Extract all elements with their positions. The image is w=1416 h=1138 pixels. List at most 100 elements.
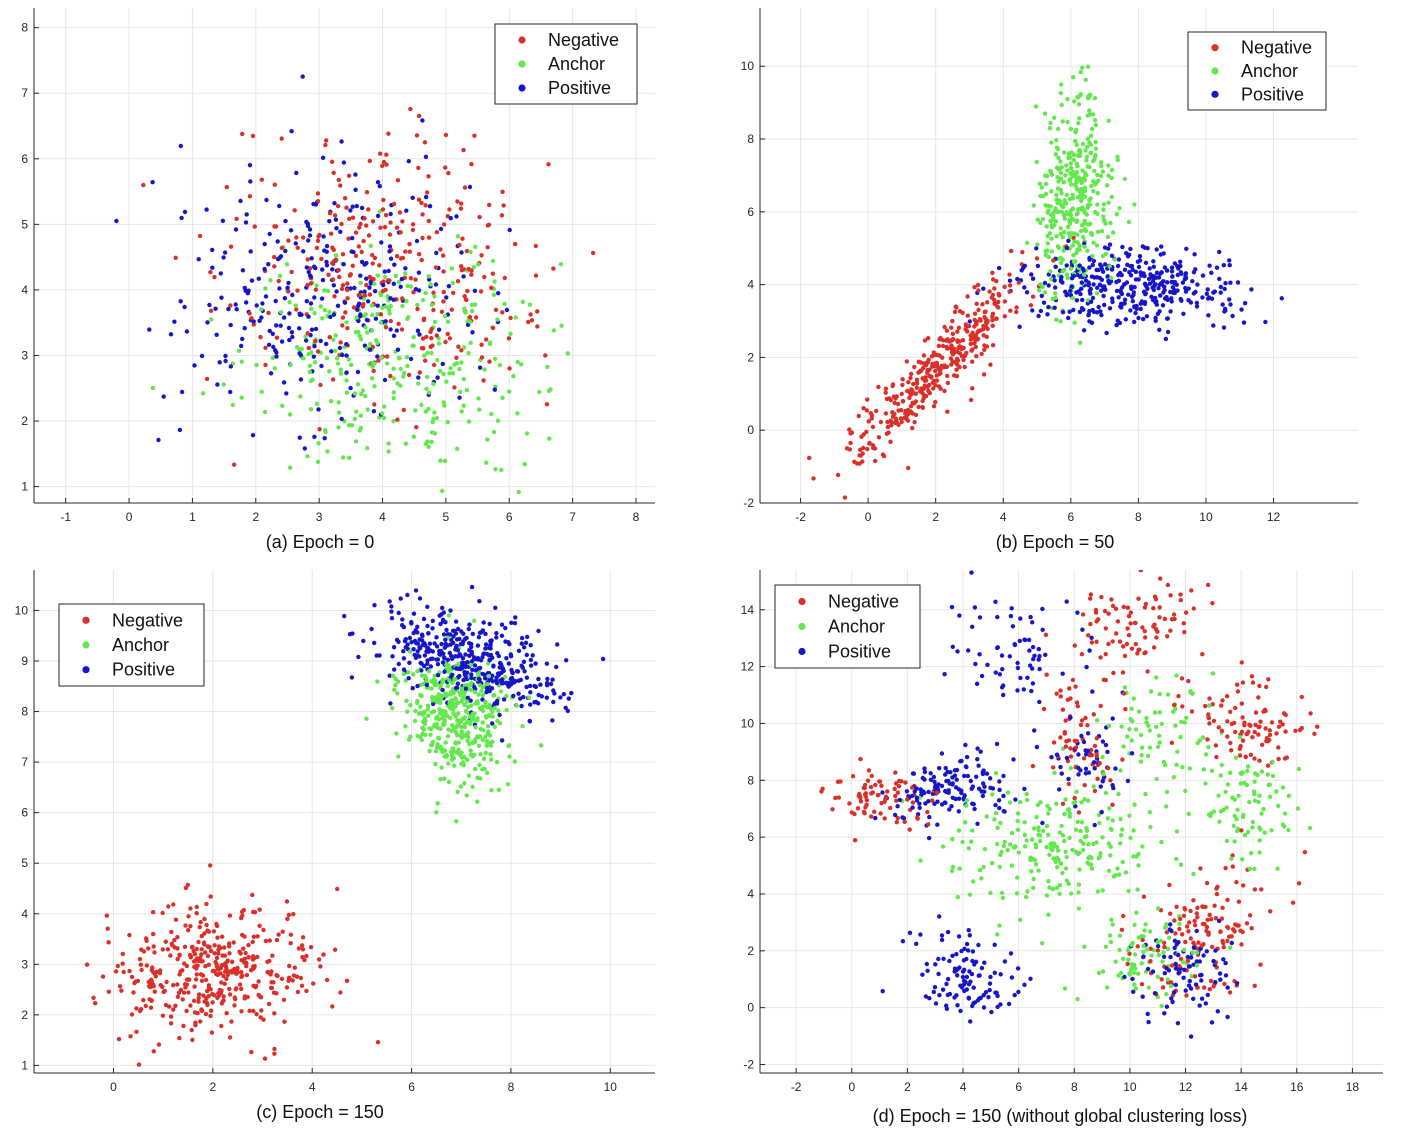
y-tick-label: 2	[747, 944, 754, 958]
point-negative	[255, 934, 260, 939]
point-negative	[1094, 619, 1099, 624]
point-positive	[401, 649, 406, 654]
point-positive	[332, 201, 337, 206]
point-positive	[286, 325, 292, 331]
point-negative	[1240, 738, 1246, 743]
point-positive	[302, 446, 307, 451]
point-positive	[1077, 263, 1082, 268]
point-negative	[344, 978, 350, 983]
point-positive	[308, 274, 313, 279]
point-anchor	[466, 419, 472, 424]
point-anchor	[488, 757, 494, 762]
point-negative	[1208, 978, 1214, 984]
point-negative	[895, 790, 901, 795]
point-positive	[1228, 302, 1233, 307]
point-anchor	[1173, 723, 1178, 728]
point-anchor	[982, 846, 988, 852]
point-negative	[357, 293, 362, 298]
point-positive	[453, 644, 459, 650]
point-positive	[1030, 308, 1035, 313]
point-anchor	[1148, 824, 1153, 830]
point-positive	[1162, 287, 1167, 293]
point-positive	[184, 329, 190, 334]
point-anchor	[997, 864, 1002, 870]
point-negative	[221, 994, 226, 999]
point-anchor	[1147, 810, 1153, 815]
point-positive	[1001, 793, 1006, 799]
point-anchor	[455, 718, 460, 723]
point-positive	[1022, 637, 1028, 643]
scatter-points	[819, 570, 1320, 1039]
point-positive	[333, 217, 339, 222]
point-positive	[1217, 971, 1223, 976]
point-positive	[1162, 265, 1168, 270]
point-positive	[933, 1001, 939, 1006]
point-positive	[494, 635, 499, 640]
point-negative	[184, 977, 190, 982]
point-anchor	[435, 801, 440, 806]
point-anchor	[382, 404, 387, 409]
point-anchor	[395, 381, 400, 386]
point-negative	[1121, 691, 1127, 696]
point-negative	[1072, 643, 1078, 648]
point-positive	[1125, 262, 1130, 267]
point-negative	[1181, 913, 1187, 918]
point-negative	[926, 336, 931, 341]
point-negative	[890, 383, 895, 389]
point-positive	[1115, 318, 1121, 323]
point-negative	[186, 914, 191, 919]
point-anchor	[524, 431, 530, 436]
point-positive	[982, 789, 987, 794]
point-anchor	[328, 399, 334, 404]
point-negative	[332, 213, 338, 218]
point-positive	[970, 624, 975, 629]
point-negative	[1211, 984, 1216, 989]
point-positive	[504, 656, 509, 661]
point-anchor	[464, 388, 470, 393]
point-anchor	[469, 680, 474, 686]
point-negative	[1129, 646, 1135, 651]
point-anchor	[422, 709, 427, 714]
point-anchor	[1070, 243, 1076, 248]
point-positive	[472, 663, 478, 668]
point-negative	[1125, 626, 1130, 631]
point-negative	[858, 799, 864, 804]
point-positive	[967, 969, 972, 974]
point-positive	[459, 250, 464, 255]
point-anchor	[1050, 296, 1055, 302]
point-positive	[444, 627, 449, 633]
point-anchor	[450, 371, 456, 376]
point-positive	[342, 613, 347, 619]
point-anchor	[444, 379, 449, 384]
point-anchor	[437, 368, 443, 374]
point-negative	[830, 807, 835, 812]
point-positive	[994, 741, 1000, 747]
point-positive	[1135, 259, 1141, 264]
point-anchor	[1082, 244, 1087, 249]
point-positive	[359, 205, 365, 211]
point-positive	[468, 698, 473, 703]
point-positive	[944, 1003, 949, 1008]
point-positive	[1209, 296, 1215, 301]
point-anchor	[1046, 832, 1051, 837]
point-negative	[1207, 696, 1212, 701]
point-anchor	[411, 434, 416, 439]
point-anchor	[461, 403, 466, 408]
point-anchor	[1201, 767, 1207, 772]
point-positive	[1164, 1004, 1170, 1009]
point-negative	[1060, 801, 1066, 806]
point-anchor	[387, 311, 392, 316]
point-negative	[400, 255, 406, 261]
point-positive	[1085, 731, 1091, 736]
point-positive	[1079, 280, 1085, 285]
point-anchor	[484, 770, 490, 776]
point-negative	[242, 956, 247, 961]
point-positive	[1125, 778, 1131, 784]
point-positive	[233, 302, 238, 307]
point-negative	[1241, 883, 1246, 888]
point-anchor	[1232, 813, 1237, 819]
point-anchor	[1049, 236, 1054, 241]
point-anchor	[487, 713, 492, 718]
point-anchor	[334, 356, 340, 361]
point-positive	[528, 690, 533, 695]
